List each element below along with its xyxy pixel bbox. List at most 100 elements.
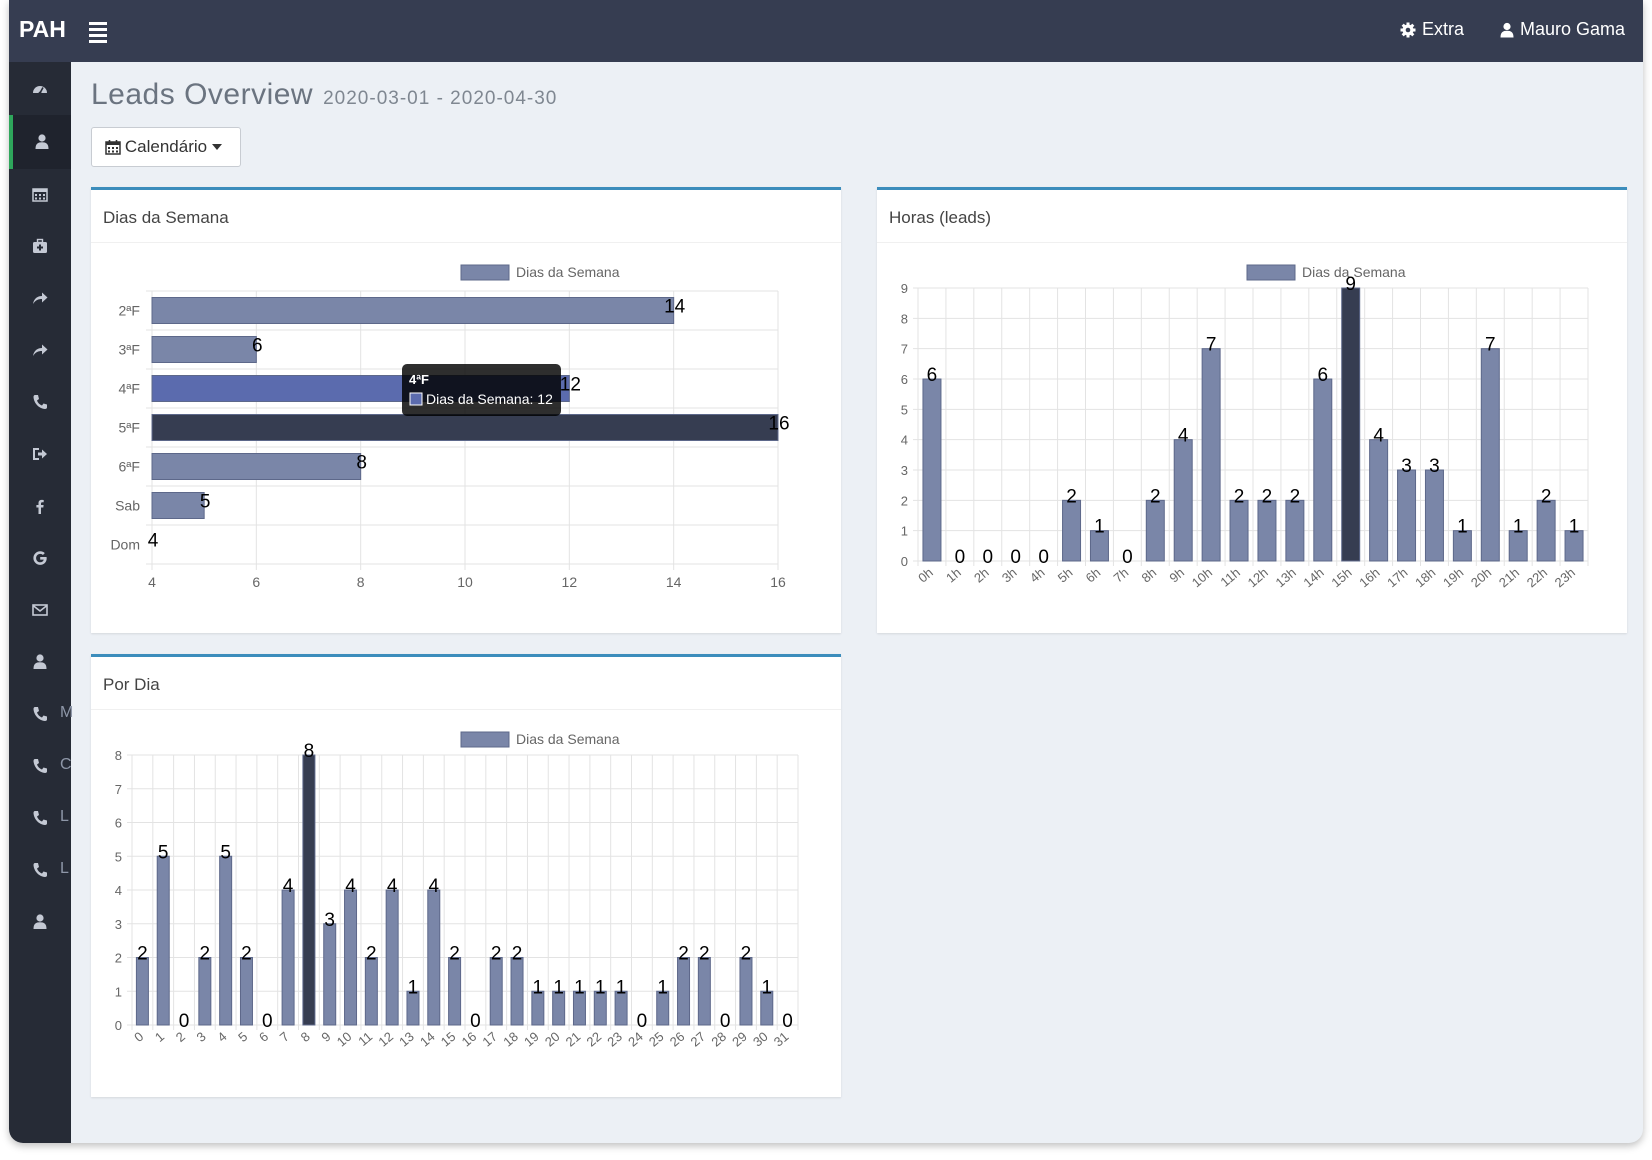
bar-Sab[interactable] xyxy=(151,492,205,519)
bar-23h[interactable] xyxy=(1564,530,1584,562)
bar-22h[interactable] xyxy=(1536,499,1556,562)
bar-0h[interactable] xyxy=(922,378,942,562)
user-menu[interactable]: Mauro Gama xyxy=(1500,19,1625,40)
bar-9h[interactable] xyxy=(1173,439,1193,562)
data-label: 0 xyxy=(1038,547,1049,568)
sidebar-item-2[interactable] xyxy=(9,167,71,221)
bar-12[interactable] xyxy=(385,889,399,1026)
bar-0[interactable] xyxy=(135,957,149,1026)
sidebar-item-16[interactable] xyxy=(9,895,71,949)
bar-17[interactable] xyxy=(489,957,503,1026)
sidebar-item-15[interactable]: L xyxy=(9,843,71,897)
bar-16h[interactable] xyxy=(1369,439,1389,562)
menu-toggle-icon[interactable] xyxy=(89,22,107,43)
x-tick-label: 30 xyxy=(750,1029,771,1050)
chart-legend[interactable]: Dias da Semana xyxy=(460,731,620,748)
bar-11h[interactable] xyxy=(1229,499,1249,562)
bar-10[interactable] xyxy=(344,889,358,1026)
bar-5[interactable] xyxy=(239,957,253,1026)
data-label: 4 xyxy=(345,876,356,897)
bar-21[interactable] xyxy=(572,990,586,1026)
bar-1[interactable] xyxy=(156,855,170,1026)
y-tick-label: 9 xyxy=(901,281,908,296)
sidebar-item-6[interactable] xyxy=(9,375,71,429)
bar-13h[interactable] xyxy=(1285,499,1305,562)
bar-8h[interactable] xyxy=(1145,499,1165,562)
sidebar-item-11[interactable] xyxy=(9,635,71,689)
bar-19[interactable] xyxy=(531,990,545,1026)
bar-19h[interactable] xyxy=(1452,530,1472,562)
bar-15[interactable] xyxy=(448,957,462,1026)
app-logo[interactable]: PAH xyxy=(19,16,66,42)
bar-5ªF[interactable] xyxy=(151,414,779,441)
bar-7[interactable] xyxy=(281,889,295,1026)
data-label: 2 xyxy=(512,944,523,965)
bar-6ªF[interactable] xyxy=(151,453,362,480)
main-content: Leads Overview 2020-03-01 - 2020-04-30 Ca… xyxy=(71,62,1643,1143)
bar-27[interactable] xyxy=(697,957,711,1026)
bar-21h[interactable] xyxy=(1508,530,1528,562)
bar-25[interactable] xyxy=(656,990,670,1026)
y-tick-label: 6 xyxy=(115,816,122,831)
bar-11[interactable] xyxy=(364,957,378,1026)
x-tick-label: 5h xyxy=(1055,565,1076,586)
sidebar-item-7[interactable] xyxy=(9,427,71,481)
bar-26[interactable] xyxy=(677,957,691,1026)
bar-14[interactable] xyxy=(427,889,441,1026)
x-tick-label: 9h xyxy=(1166,565,1187,586)
data-label: 2 xyxy=(1234,486,1245,507)
data-label: 1 xyxy=(761,977,772,998)
data-label: 5 xyxy=(200,492,211,513)
extra-menu[interactable]: Extra xyxy=(1400,19,1464,40)
bar-12h[interactable] xyxy=(1257,499,1277,562)
sidebar-item-4[interactable] xyxy=(9,271,71,325)
sidebar-item-9[interactable] xyxy=(9,531,71,585)
bar-5h[interactable] xyxy=(1062,499,1082,562)
sidebar-item-12[interactable]: M xyxy=(9,687,73,741)
sidebar-item-5[interactable] xyxy=(9,323,71,377)
sidebar-item-10[interactable] xyxy=(9,583,71,637)
data-label: 6 xyxy=(927,365,938,386)
x-tick-label: 1 xyxy=(152,1029,167,1045)
user-name: Mauro Gama xyxy=(1519,19,1625,39)
bar-10h[interactable] xyxy=(1201,348,1221,562)
sidebar-item-1[interactable] xyxy=(9,115,71,169)
bar-15h[interactable] xyxy=(1341,287,1361,562)
bar-8[interactable] xyxy=(302,754,316,1026)
bar-20h[interactable] xyxy=(1480,348,1500,562)
x-tick-label: 20 xyxy=(542,1029,563,1050)
bar-29[interactable] xyxy=(739,957,753,1026)
bar-13[interactable] xyxy=(406,990,420,1026)
bar-3ªF[interactable] xyxy=(151,336,257,363)
bar-22[interactable] xyxy=(593,990,607,1026)
bar-17h[interactable] xyxy=(1397,469,1417,562)
sidebar-item-13[interactable]: C xyxy=(9,739,72,793)
sidebar-item-8[interactable] xyxy=(9,479,71,533)
sidebar-item-14[interactable]: L xyxy=(9,791,71,845)
bar-20[interactable] xyxy=(552,990,566,1026)
chart-legend[interactable]: Dias da Semana xyxy=(1246,264,1406,281)
sidebar-item-3[interactable] xyxy=(9,219,71,273)
bar-6h[interactable] xyxy=(1089,530,1109,562)
chart-legend[interactable]: Dias da Semana xyxy=(460,264,620,281)
bar-4[interactable] xyxy=(219,855,233,1026)
sidebar-item-label: L xyxy=(60,808,69,825)
bar-9[interactable] xyxy=(323,923,337,1026)
bar-14h[interactable] xyxy=(1313,378,1333,562)
bar-18h[interactable] xyxy=(1424,469,1444,562)
phone-icon xyxy=(33,863,47,877)
x-tick-label: 18 xyxy=(500,1029,521,1050)
bar-2ªF[interactable] xyxy=(151,297,675,324)
data-label: 4 xyxy=(1178,426,1189,447)
data-label: 1 xyxy=(616,977,627,998)
sidebar-item-0[interactable] xyxy=(9,63,71,117)
data-label: 4 xyxy=(148,531,159,552)
bar-23[interactable] xyxy=(614,990,628,1026)
x-tick-label: 18h xyxy=(1412,565,1438,590)
x-tick-label: 23h xyxy=(1552,565,1578,590)
bar-3[interactable] xyxy=(198,957,212,1026)
data-label: 2 xyxy=(200,944,211,965)
bar-30[interactable] xyxy=(760,990,774,1026)
calendar-dropdown-button[interactable]: Calendário xyxy=(91,127,241,167)
bar-18[interactable] xyxy=(510,957,524,1026)
